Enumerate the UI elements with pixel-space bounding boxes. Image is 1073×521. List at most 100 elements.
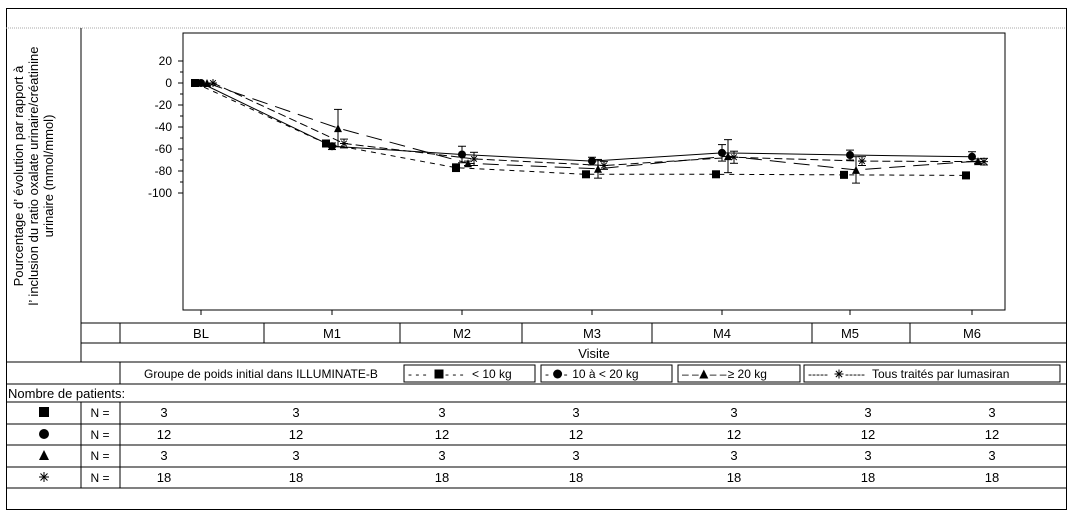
figure-frame [6,8,1067,510]
legend-marker-square [434,369,444,379]
legend-marker-asterisk [834,369,844,379]
legend-line-prefix: ----- [808,367,828,381]
legend-box [803,364,1061,383]
data-point [858,157,866,166]
y-tick-label: -60 [155,142,173,156]
legend-line-suffix: - - - [445,367,464,381]
x-tick-label: M1 [323,326,341,341]
legend-label: < 10 kg [472,367,512,381]
patient-count: 12 [985,427,999,442]
legend-label: ≥ 20 kg [728,367,767,381]
data-point [340,139,348,148]
patient-count: 12 [569,427,583,442]
y-axis: 20 0 -20 -40 -60 -80 -100 [148,54,183,200]
legend-line-suffix: - [564,367,568,381]
patient-count: 18 [157,470,171,485]
patient-count: 3 [160,448,167,463]
legend-label: 10 à < 20 kg [572,367,638,381]
y-axis-label-line: urinaire (mmol/mmol) [41,115,56,238]
patients-marker-asterisk [39,472,49,482]
data-point [846,151,854,160]
data-point [452,163,460,172]
series-line [194,82,967,176]
n-label: N = [90,428,109,442]
data-point [458,150,466,159]
patient-count: 3 [988,448,995,463]
n-label: N = [90,406,109,420]
n-label: N = [90,471,109,485]
series-asterisk [209,79,988,170]
series-circle [197,79,976,166]
patient-count: 3 [572,448,579,463]
x-tick-label: BL [193,326,209,341]
y-tick-label: -80 [155,164,173,178]
data-point [724,152,732,161]
data-point [191,79,199,87]
patient-count: 3 [988,405,995,420]
patient-count: 18 [569,470,583,485]
data-point [203,79,211,87]
x-axis-label: Visite [578,346,610,361]
patient-count: 12 [861,427,875,442]
legend-label: Tous traités par lumasiran [872,367,1009,381]
data-point [588,157,596,166]
data-point [197,79,205,87]
patient-count: 3 [572,405,579,420]
y-axis-label: Pourcentage d’ évolution par rapport à l’… [11,47,56,306]
legend-box [677,364,801,383]
table-grid [6,27,1066,489]
data-point [594,164,602,173]
x-tick-label: M4 [713,326,731,341]
data-point [730,153,738,162]
legend-line-suffix: ----- [845,367,865,381]
x-tick-label: M3 [583,326,601,341]
patient-count: 12 [727,427,741,442]
patients-marker-circle [39,429,49,439]
patient-count: 3 [730,448,737,463]
data-point [712,170,720,179]
data-point [962,171,970,180]
patient-count: 3 [438,448,445,463]
patient-count: 3 [160,405,167,420]
data-point [718,148,726,157]
series-layer [191,79,988,184]
data-point [968,152,976,161]
patient-count: 18 [985,470,999,485]
y-tick-label: -40 [155,120,173,134]
y-tick-label: 20 [159,54,173,68]
patients-title: Nombre de patients: [8,386,125,401]
n-label: N = [90,449,109,463]
legend-title: Groupe de poids initial dans ILLUMINATE-… [144,367,378,381]
data-point [470,154,478,163]
legend-line-prefix: - - - [408,367,427,381]
data-point [582,170,590,179]
data-point [209,79,217,87]
data-point [334,124,342,133]
legend-line-suffix: – – [710,367,727,381]
legend-marker-triangle [699,369,709,379]
patients-marker-triangle [39,450,49,460]
data-point [328,142,336,151]
patient-count: 3 [864,448,871,463]
x-axis: BL M1 M2 M3 M4 M5 M6 [193,310,981,343]
data-point [840,170,848,179]
patient-count: 3 [292,448,299,463]
patient-count: 18 [435,470,449,485]
y-axis-label-line: l’ inclusion du ratio oxalate urinaire/c… [26,47,41,306]
patient-count: 3 [730,405,737,420]
patient-count: 12 [157,427,171,442]
legend-line-prefix: – – [682,367,699,381]
patient-count: 18 [727,470,741,485]
series-square [191,79,970,180]
legend-box [540,364,673,383]
x-tick-label: M5 [841,326,859,341]
patients-marker-square [39,407,49,417]
patient-count: 3 [864,405,871,420]
y-tick-label: -20 [155,98,173,112]
y-axis-label-line: Pourcentage d’ évolution par rapport à [11,65,26,286]
y-tick-label: 0 [165,76,172,90]
patient-count: 3 [292,405,299,420]
patient-count: 18 [289,470,303,485]
patients-table: N = 3 3 3 3 3 3 3 N = 12 12 12 12 12 12 12 N = 3 3 3 3 3 3 3 N =… [39,405,999,485]
